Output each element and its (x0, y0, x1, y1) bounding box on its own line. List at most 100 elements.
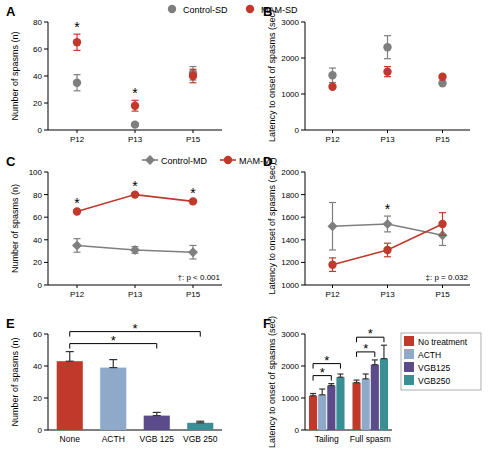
error-cap (190, 66, 197, 67)
y-tick-label: 1600 (281, 213, 299, 222)
marker (383, 219, 393, 229)
panel-3: DLatency to onset of spasms (sec)1000120… (263, 154, 470, 299)
error-cap (381, 345, 387, 346)
y-tick-label: 60 (33, 213, 42, 222)
y-tick-label: 3000 (281, 330, 299, 339)
legend: No treatmentACTHVGB125VGB250 (401, 333, 481, 390)
error-cap (74, 74, 81, 75)
error-cap (153, 412, 161, 413)
y-tick-label: 60 (33, 45, 42, 54)
significance: * (132, 178, 138, 194)
marker (383, 246, 391, 254)
y-axis-label: Number of spasms (n) (10, 31, 20, 120)
error-bar (372, 360, 378, 365)
error-cap (384, 76, 391, 77)
error-line (322, 389, 323, 395)
y-tick (44, 398, 48, 399)
y-tick-label: 80 (33, 191, 42, 200)
marker (328, 83, 336, 91)
y-tick-label: 0 (38, 281, 43, 290)
y-tick (44, 366, 48, 367)
y-tick (301, 194, 305, 195)
error-cap (190, 69, 197, 70)
error-bar (190, 69, 197, 83)
marks (309, 345, 388, 430)
legend: Control-SDMAM-SD (168, 5, 298, 15)
bar (352, 383, 360, 430)
error-cap (329, 257, 336, 258)
x-tick-label: P12 (70, 290, 85, 299)
error-cap (190, 258, 197, 259)
error-cap (319, 388, 325, 389)
error-cap (329, 271, 336, 272)
error-bar (363, 374, 369, 379)
y-tick (44, 285, 48, 286)
footnote: ‡: p = 0.032 (426, 273, 469, 282)
error-line (113, 360, 114, 368)
error-bar (384, 67, 391, 77)
x-tick-label: P13 (380, 135, 395, 144)
footnote: †: p < 0.001 (178, 273, 221, 282)
x-tick (332, 285, 333, 288)
x-tick (332, 130, 333, 133)
y-tick (301, 285, 305, 286)
error-bar (329, 68, 336, 82)
x-tick (193, 130, 194, 133)
x-tick (442, 285, 443, 288)
error-bar (384, 36, 391, 59)
bar (362, 379, 370, 430)
error-line (69, 352, 70, 362)
y-tick-label: 40 (33, 72, 42, 81)
marker (383, 67, 391, 75)
legend-label: Control-SD (183, 5, 228, 15)
y-tick (301, 430, 305, 431)
x-tick-label: None (60, 434, 81, 444)
error-bar (337, 374, 343, 377)
error-bar (66, 352, 74, 362)
marker (438, 220, 446, 228)
bar (309, 396, 317, 430)
legend-label: VGB125 (418, 363, 450, 373)
error-line (365, 374, 366, 379)
error-cap (109, 367, 117, 368)
significance: * (368, 326, 373, 341)
series-line (333, 224, 443, 265)
x-tick (387, 130, 388, 133)
error-cap (328, 385, 334, 386)
bracket: * (313, 353, 340, 369)
y-tick-label: 0 (295, 426, 300, 435)
x-tick-label: P15 (186, 135, 201, 144)
error-bar (384, 243, 391, 257)
y-tick (44, 103, 48, 104)
x-tick (77, 285, 78, 288)
error-cap (190, 82, 197, 83)
x-tick-label: P12 (70, 135, 85, 144)
y-tick (301, 172, 305, 173)
error-bar (109, 360, 117, 368)
figure: ANumber of spasms (n)020406080P12P13P15C… (0, 0, 488, 464)
significance: * (324, 353, 329, 368)
legend: Control-MDMAM-MD (142, 155, 277, 166)
error-cap (381, 358, 387, 359)
y-tick (44, 334, 48, 335)
x-tick-label: P13 (128, 135, 143, 144)
panel-2: CNumber of spasms (n)020406080100P12P13P… (6, 154, 277, 299)
x-tick (77, 130, 78, 133)
error-cap (439, 235, 446, 236)
error-cap (337, 373, 343, 374)
error-cap (310, 395, 316, 396)
significance: * (132, 321, 137, 336)
panel-0: ANumber of spasms (n)020406080P12P13P15C… (6, 4, 298, 144)
y-tick-label: 20 (33, 258, 42, 267)
error-cap (328, 383, 334, 384)
panel-letter: E (6, 316, 15, 331)
y-tick-label: 0 (295, 126, 300, 135)
x-tick (135, 285, 136, 288)
marker (224, 156, 232, 164)
y-tick-label: 1800 (281, 191, 299, 200)
legend-label: VGB250 (418, 376, 450, 386)
marker (131, 120, 139, 128)
y-axis-label: Latency to onset of spasms (sec) (267, 316, 277, 448)
bar (336, 377, 344, 430)
marks (57, 352, 214, 430)
